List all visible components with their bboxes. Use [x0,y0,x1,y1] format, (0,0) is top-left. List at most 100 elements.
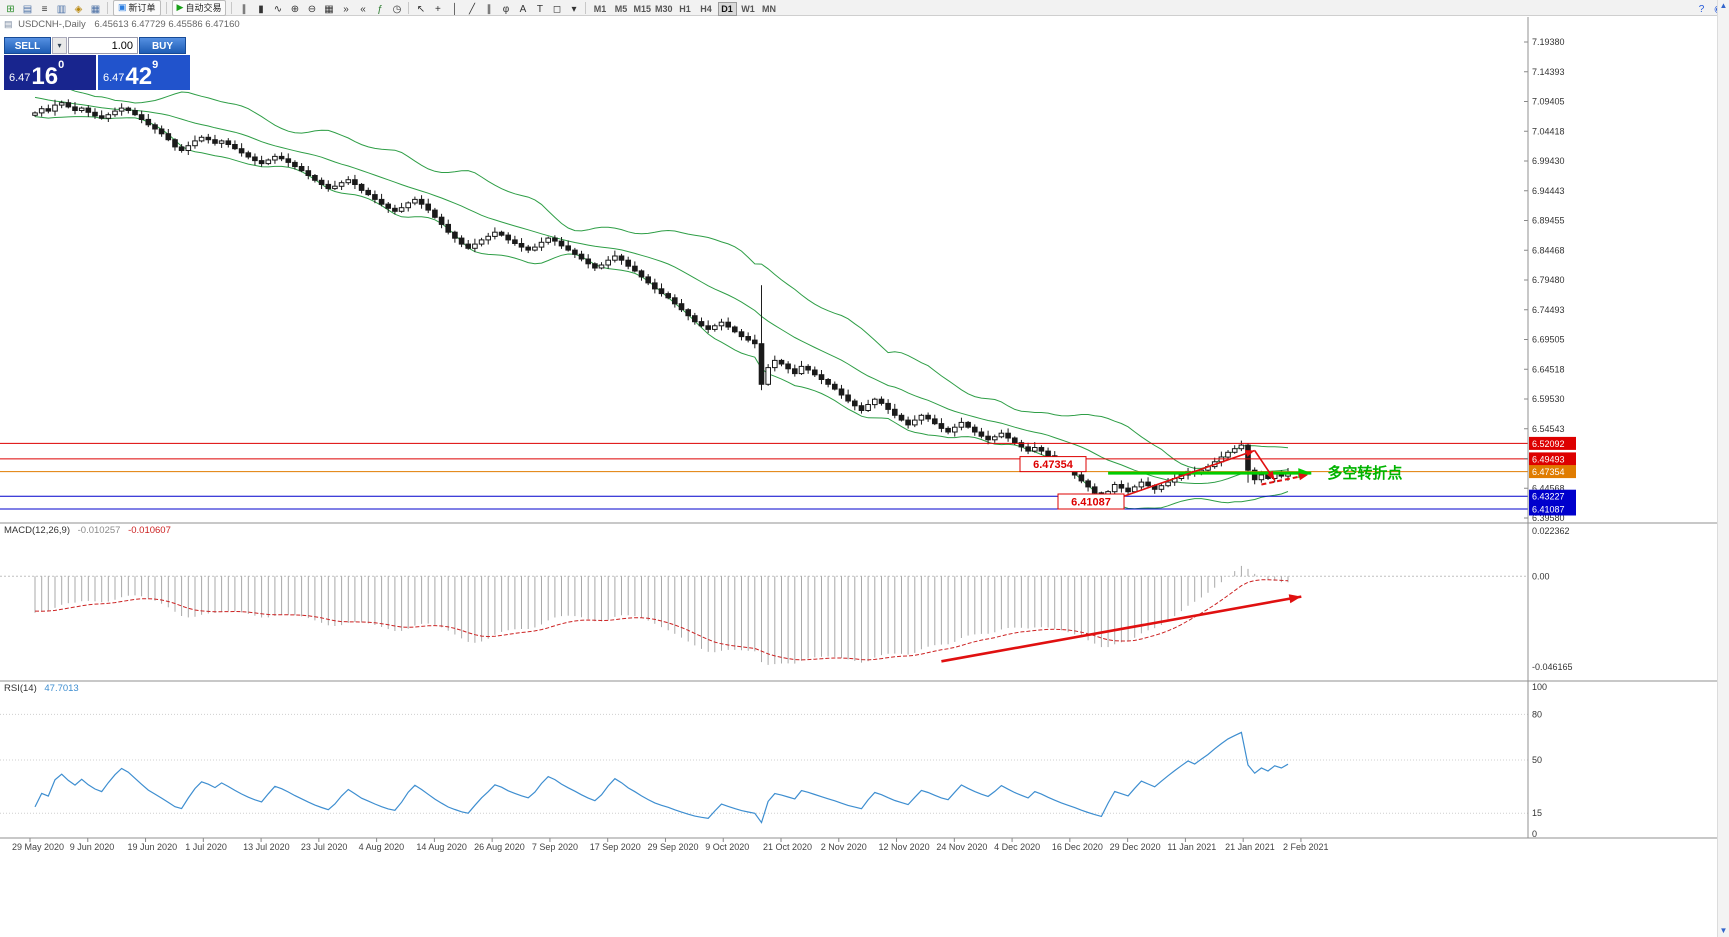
buy-button[interactable]: BUY [139,37,186,54]
zoom-in-icon[interactable]: ⊕ [290,3,300,15]
zoom-out-icon[interactable]: ⊖ [307,3,317,15]
svg-text:6.99430: 6.99430 [1532,156,1565,166]
svg-text:6.69505: 6.69505 [1532,335,1565,345]
crosshair-icon[interactable]: + [435,3,441,15]
auto-trading-button[interactable]: ▶ 自动交易 [171,0,227,16]
cursor-icon[interactable]: ↖ [416,3,426,15]
volume-dropdown-icon[interactable]: ▾ [52,37,67,54]
toolbar-drawing-group: ↖ + │ ╱ ∥ φ A T ◻ ▾ [412,0,582,17]
timeframe-w1[interactable]: W1 [741,3,755,14]
timeframe-d1[interactable]: D1 [717,1,737,16]
scroll-down-icon[interactable]: ▼ [1719,926,1728,935]
timeframe-h1[interactable]: H1 [679,3,691,14]
candlestick-icon[interactable]: ▮ [258,3,264,15]
auto-trading-label: 自动交易 [185,3,222,13]
data-window-icon[interactable]: ▥ [56,3,67,15]
ask-price-small: 6.47 [103,72,125,84]
svg-text:11 Jan 2021: 11 Jan 2021 [1167,842,1216,852]
price-axis[interactable]: 7.19380 7.14393 7.09405 7.04418 6.99430 6.944… [1524,37,1576,523]
svg-text:29 Sep 2020: 29 Sep 2020 [647,842,698,852]
turning-point-label: 多空转折点 [1327,464,1402,482]
svg-text:50: 50 [1532,755,1542,765]
rsi-panel[interactable]: 100 80 50 15 0 [0,682,1547,839]
svg-text:24 Nov 2020: 24 Nov 2020 [936,842,987,852]
macd-panel[interactable]: 0.022362 0.00 -0.046165 [0,526,1573,672]
price-callout-box[interactable] [1019,456,1087,473]
bid-price-box[interactable]: 6.47 16 0 [4,55,96,90]
vertical-scrollbar[interactable]: ▲ ▼ [1717,0,1729,937]
svg-text:21 Jan 2021: 21 Jan 2021 [1225,842,1275,852]
svg-text:23 Jul 2020: 23 Jul 2020 [301,842,348,852]
autotrading-play-icon: ▶ [176,2,184,12]
shapes-icon[interactable]: ◻ [552,3,562,15]
bid-price-small: 6.47 [9,72,31,84]
timeframe-m30[interactable]: M30 [654,3,673,14]
timeframe-mn[interactable]: MN [762,3,776,14]
timeframe-m1[interactable]: M1 [593,3,607,14]
tile-windows-icon[interactable]: ▦ [324,3,334,15]
svg-text:6.64518: 6.64518 [1532,364,1565,374]
chart-shift-icon[interactable]: « [360,3,366,15]
profiles-icon[interactable]: ▤ [22,3,33,15]
price-tag [1529,489,1576,503]
toolbar-separator [408,1,410,14]
bar-chart-icon[interactable]: ∥ [241,3,247,15]
svg-text:6.47354: 6.47354 [1532,467,1565,477]
timeframe-m15[interactable]: M15 [633,3,651,14]
svg-text:16 Dec 2020: 16 Dec 2020 [1052,842,1103,852]
svg-text:6.79480: 6.79480 [1532,275,1565,285]
market-watch-icon[interactable]: ≡ [41,3,48,15]
price-panel[interactable] [0,77,1528,510]
svg-text:6.89455: 6.89455 [1532,216,1565,226]
panel-separators [0,17,1729,839]
fibonacci-icon[interactable]: φ [502,3,510,15]
svg-text:14 Aug 2020: 14 Aug 2020 [416,842,467,852]
sell-button[interactable]: SELL [4,37,51,54]
label-icon[interactable]: T [536,3,544,15]
auto-scroll-icon[interactable]: » [343,3,349,15]
timeframe-group: M1 M5 M15 M30 H1 H4 D1 W1 MN [589,0,779,17]
line-chart-icon[interactable]: ∿ [273,3,283,15]
scroll-up-icon[interactable]: ▲ [1719,1,1728,10]
dropdown-arrow-icon[interactable]: ▾ [571,3,577,15]
help-icon[interactable]: ? [1698,3,1705,15]
trendline-icon[interactable]: ╱ [468,3,475,15]
svg-text:9 Jun 2020: 9 Jun 2020 [70,842,115,852]
svg-text:7 Sep 2020: 7 Sep 2020 [532,842,578,852]
new-chart-icon[interactable]: ⊞ [6,3,15,15]
ask-price-big: 42 [125,62,153,90]
chart-annotations[interactable]: 多空转折点 6.47354 6.41087 [1019,449,1402,510]
svg-text:6.49493: 6.49493 [1532,454,1565,464]
time-axis[interactable]: 29 May 2020 9 Jun 2020 19 Jun 2020 1 Jul 20… [12,838,1328,852]
macd-signal-value: -0.010607 [128,525,171,536]
macd-signal-line [34,579,1289,661]
ask-price-box[interactable]: 6.47 42 9 [98,55,190,90]
svg-text:6.44568: 6.44568 [1532,483,1565,493]
toolbar-left-group: ⊞ ▤ ≡ ▥ ◈ ▦ [2,0,104,17]
svg-text:-0.046165: -0.046165 [1532,662,1573,672]
price-callout-box[interactable] [1057,493,1125,510]
navigator-icon[interactable]: ◈ [74,3,83,15]
symbol-info: ▤ USDCNH-,Daily 6.45613 6.47729 6.45586 … [4,19,240,30]
timeframe-h4[interactable]: H4 [700,3,712,14]
clock-icon[interactable]: ◷ [392,3,402,15]
toolbar-chart-group: ∥ ▮ ∿ ⊕ ⊖ ▦ » « ƒ ◷ [235,0,405,17]
channel-icon[interactable]: ∥ [486,3,492,15]
svg-text:4 Aug 2020: 4 Aug 2020 [359,842,405,852]
new-order-button[interactable]: ▣ 新订单 [113,0,161,16]
macd-main-value: -0.010257 [77,525,121,536]
vertical-line-icon[interactable]: │ [451,3,459,15]
svg-text:6.54543: 6.54543 [1532,424,1565,434]
rsi-line [34,731,1289,824]
volume-input[interactable] [68,37,138,54]
svg-text:6.41087: 6.41087 [1071,497,1111,509]
price-tag [1529,436,1576,450]
text-icon[interactable]: A [519,3,527,15]
terminal-icon[interactable]: ▦ [90,3,101,15]
svg-text:6.52092: 6.52092 [1532,439,1565,449]
svg-text:13 Jul 2020: 13 Jul 2020 [243,842,290,852]
timeframe-m5[interactable]: M5 [614,3,628,14]
symbol-title: USDCNH-,Daily [18,19,86,30]
indicators-icon[interactable]: ƒ [377,3,383,15]
